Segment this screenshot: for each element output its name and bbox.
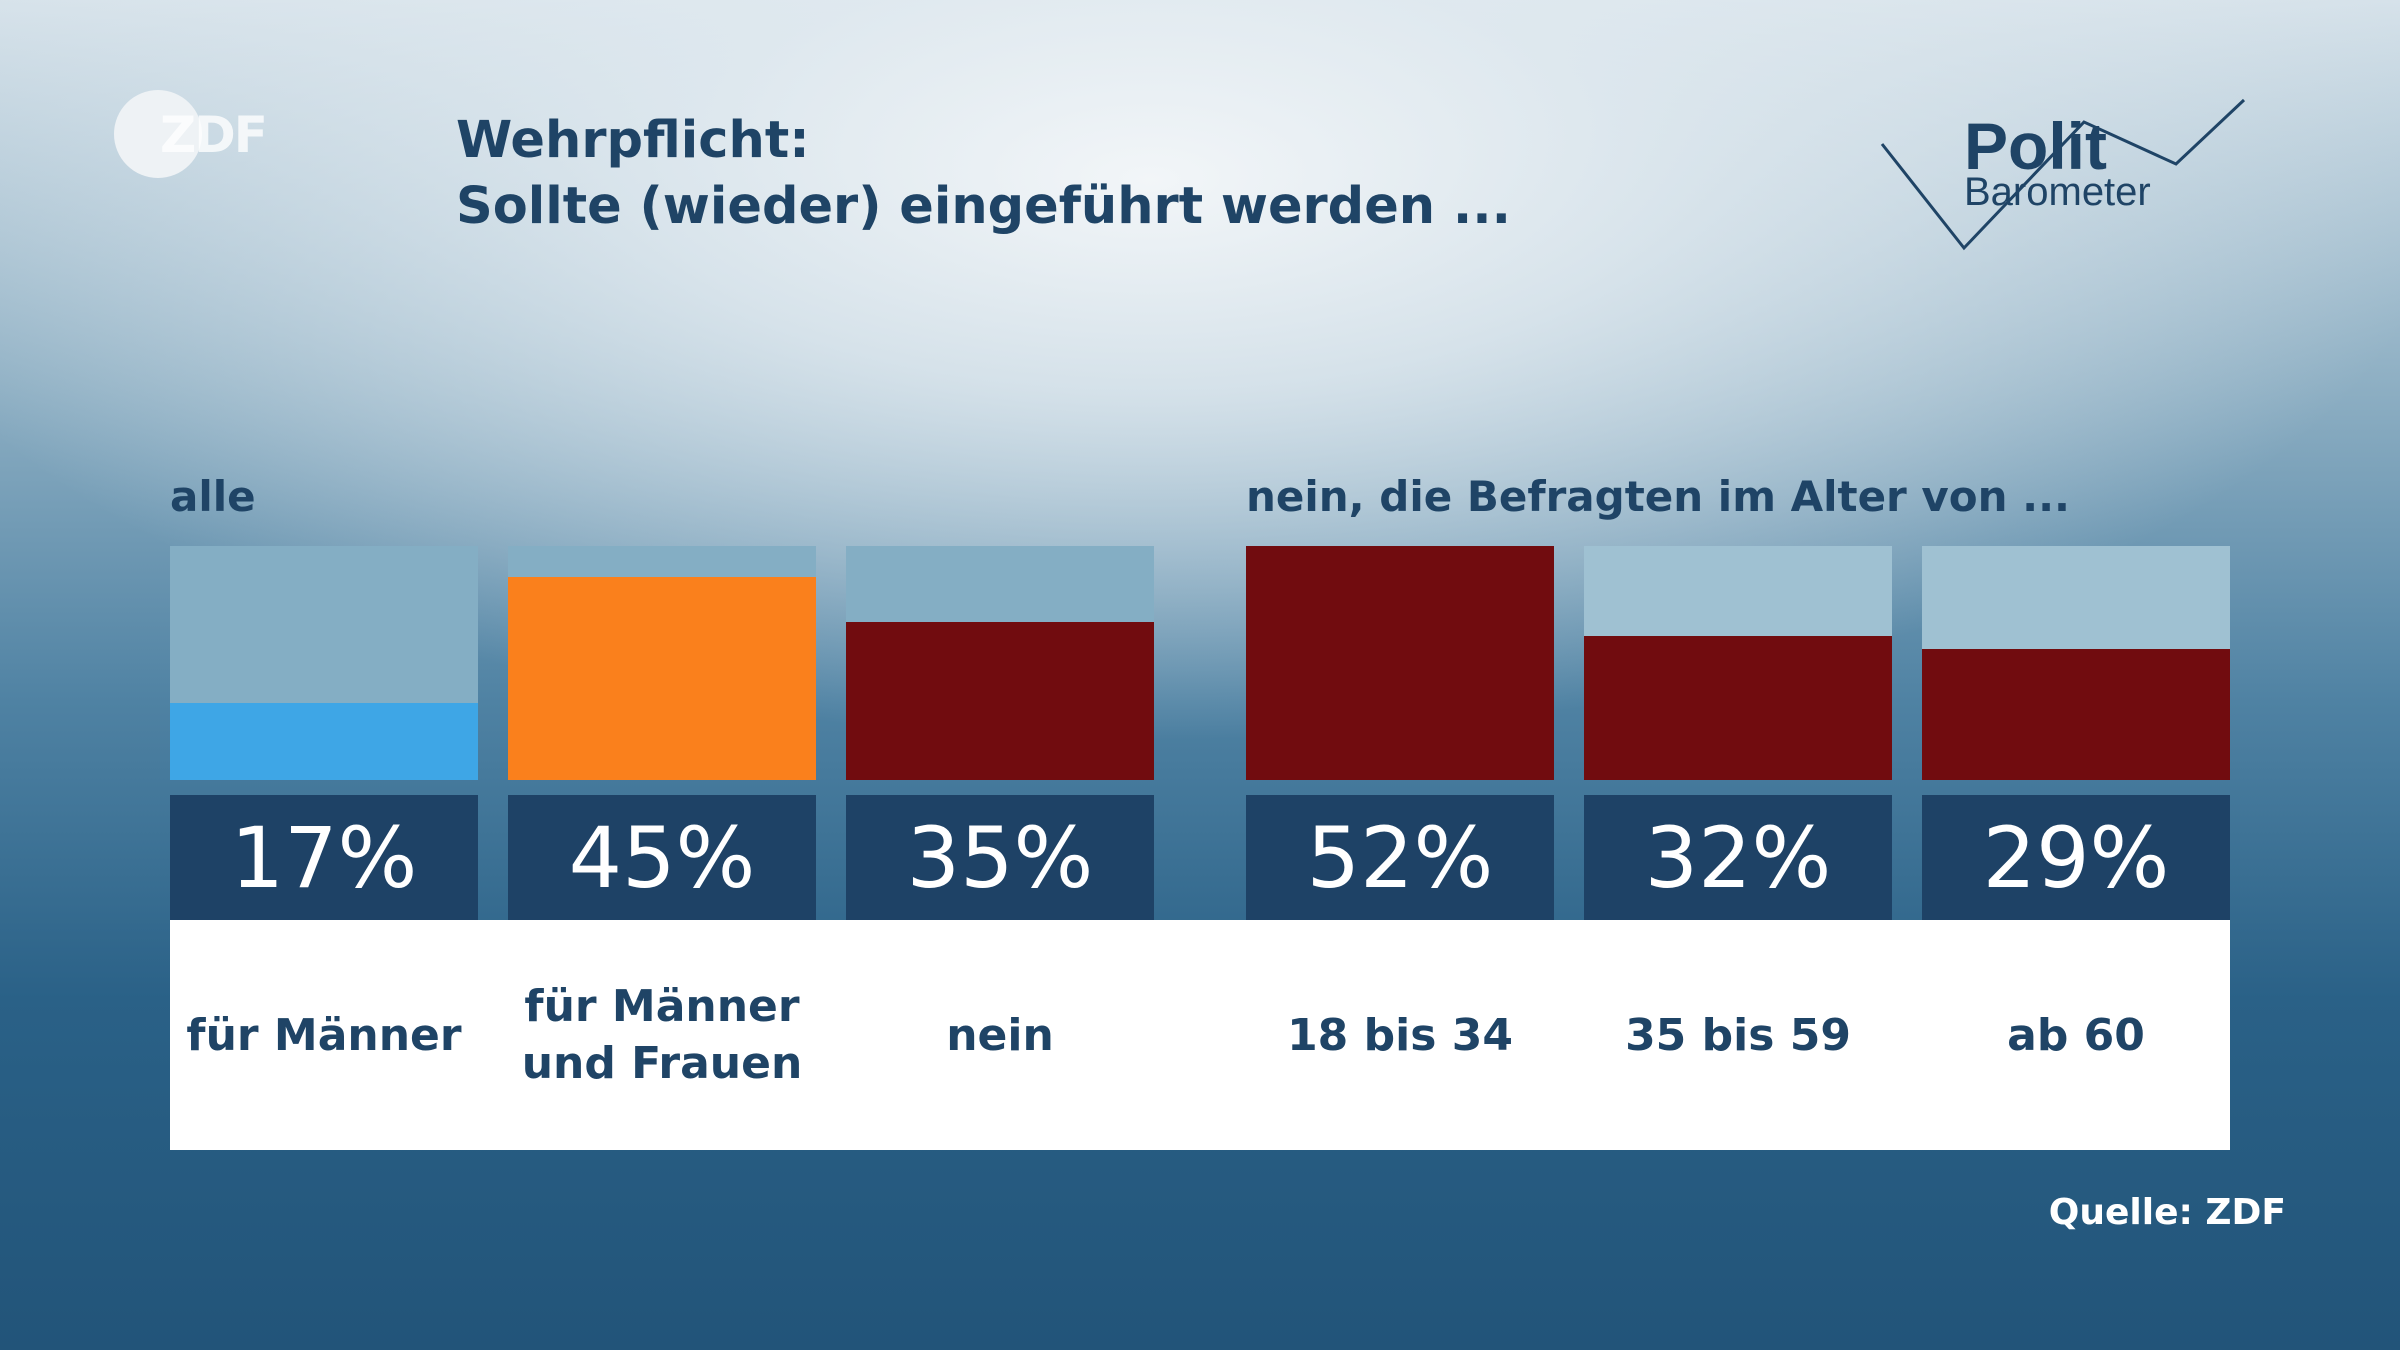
- bar: [1922, 649, 2230, 780]
- data-label: 45%: [508, 795, 816, 920]
- source-note: Quelle: ZDF: [2048, 1192, 2286, 1233]
- politbarometer-logo: Polit Barometer: [1878, 92, 2258, 262]
- category-label: für Männer und Frauen: [521, 981, 803, 1089]
- bar: [508, 577, 816, 780]
- title-line-1: Wehrpflicht:: [456, 111, 810, 170]
- group-label-0: alle: [170, 472, 256, 521]
- category-label: 35 bis 59: [1625, 1009, 1851, 1061]
- politbarometer-zigzag-icon: [1880, 98, 2246, 251]
- data-label: 35%: [846, 795, 1154, 920]
- politbarometer-line-2: Barometer: [1964, 170, 2151, 214]
- bar: [846, 622, 1154, 780]
- category-label: nein: [946, 1009, 1054, 1061]
- category-label-panel: [170, 920, 2230, 1150]
- zdf-logo-text: ZDF: [160, 106, 268, 164]
- category-label: für Männer: [186, 1009, 462, 1061]
- category-label: ab 60: [2007, 1009, 2145, 1061]
- category-label: 18 bis 34: [1287, 1009, 1513, 1061]
- bar: [1246, 546, 1554, 780]
- data-label: 17%: [170, 795, 478, 920]
- bar: [1584, 636, 1892, 780]
- chart-title: Wehrpflicht: Sollte (wieder) eingeführt …: [456, 108, 1511, 240]
- data-label: 52%: [1246, 795, 1554, 920]
- zdf-logo-disc: [114, 90, 202, 178]
- data-label: 29%: [1922, 795, 2230, 920]
- zdf-logo: ZDF: [114, 88, 274, 184]
- bar: [170, 703, 478, 780]
- group-label-1: nein, die Befragten im Alter von ...: [1246, 472, 2071, 521]
- title-line-2: Sollte (wieder) eingeführt werden ...: [456, 177, 1511, 236]
- politbarometer-line-1: Polit: [1964, 109, 2107, 183]
- data-label: 32%: [1584, 795, 1892, 920]
